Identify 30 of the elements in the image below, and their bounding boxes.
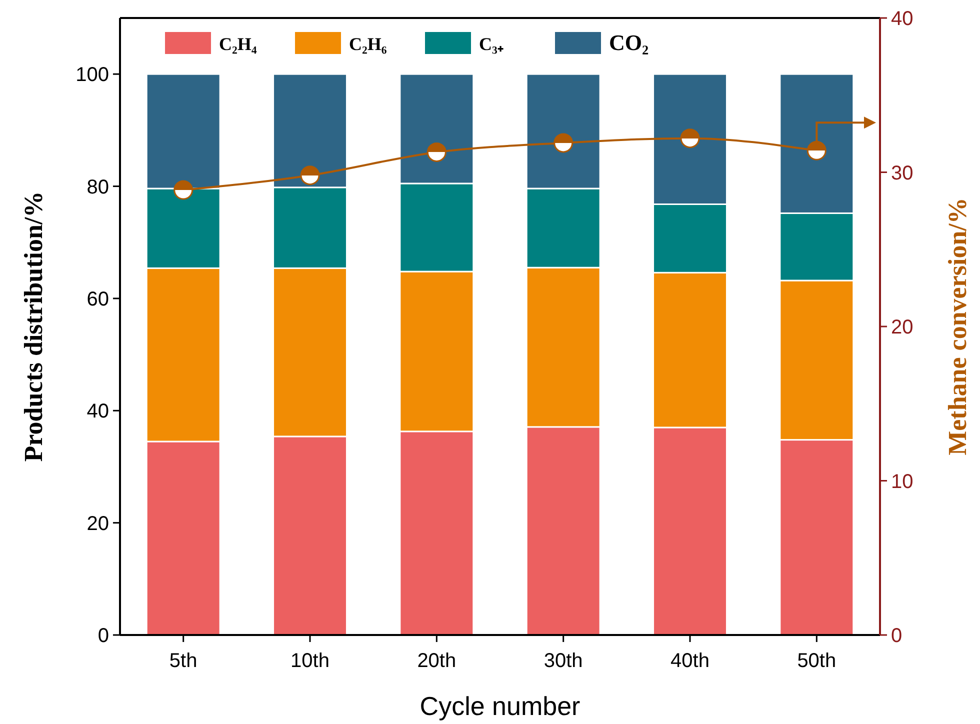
point	[806, 140, 826, 160]
point	[174, 180, 194, 200]
point	[680, 128, 700, 148]
y2-tick-label: 40	[891, 8, 914, 30]
point	[426, 142, 446, 162]
y-tick-label: 100	[76, 64, 109, 86]
point	[554, 133, 574, 153]
y-tick-label: 0	[98, 625, 109, 647]
y-tick-label: 80	[86, 176, 109, 198]
x-tick-label: 50th	[797, 650, 836, 672]
x-tick-label: 10th	[290, 650, 330, 672]
x-axis-title: Cycle number	[420, 691, 581, 721]
y2-axis-title: Methane conversion/%	[943, 198, 972, 456]
y2-tick-label: 20	[891, 316, 914, 338]
y-axis-title: Products distribution/%	[19, 191, 48, 462]
y-tick-label: 20	[86, 512, 109, 535]
legend-label: C₃₊	[479, 34, 504, 54]
y-tick-label: 60	[86, 288, 109, 310]
legend-label: C₂H₄	[219, 34, 258, 54]
x-tick-label: 40th	[670, 650, 710, 672]
y2-tick-label: 0	[891, 625, 902, 647]
x-tick-label: 5th	[169, 650, 198, 672]
x-tick-label: 30th	[544, 650, 583, 672]
y2-tick-label: 10	[891, 470, 914, 493]
y2-tick-label: 30	[891, 162, 914, 184]
y-tick-label: 40	[86, 400, 109, 423]
point	[300, 166, 320, 186]
legend-label: CO₂	[609, 30, 649, 55]
legend-label: C₂H₆	[349, 34, 388, 54]
x-tick-label: 20th	[417, 650, 456, 672]
